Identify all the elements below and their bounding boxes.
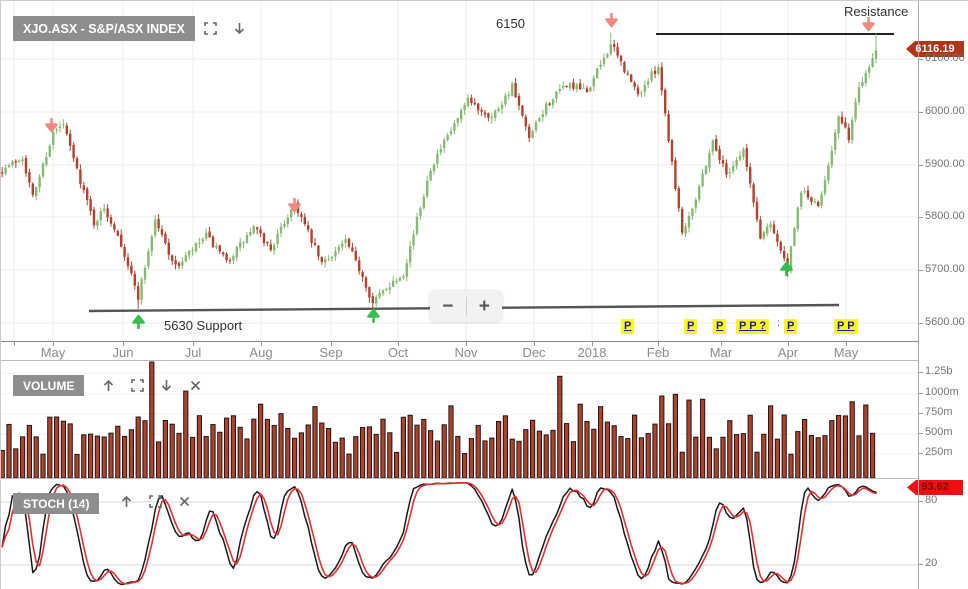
month-tick	[721, 342, 722, 346]
support-label: 5630 Support	[164, 318, 243, 333]
month-tick	[123, 342, 124, 346]
month-tick	[53, 342, 54, 346]
price-axis-label: 6100.00	[919, 52, 965, 64]
volume-plot[interactable]	[1, 361, 918, 478]
month-label: May	[833, 345, 859, 360]
arrow-up-icon[interactable]	[101, 378, 116, 393]
sell-signal-arrow-icon	[44, 118, 59, 133]
stoch-axis-label: 80	[918, 494, 938, 506]
resistance-label: Resistance	[844, 4, 909, 19]
price-axis-label: 5700.00	[919, 263, 965, 275]
sell-signal-arrow-icon	[861, 17, 876, 32]
month-label: 2018	[577, 345, 607, 360]
fullscreen-icon[interactable]	[130, 378, 145, 393]
marker-separator: :	[777, 318, 780, 329]
stoch-value-badge: 93.62	[907, 480, 963, 495]
volume-title-text: VOLUME	[23, 378, 75, 393]
price-axis-border	[918, 1, 919, 589]
month-label: Nov	[454, 345, 478, 360]
volume-axis-label: 750m	[919, 406, 953, 418]
month-tick	[658, 342, 659, 346]
month-label: Aug	[249, 345, 273, 360]
buy-signal-arrow-icon	[779, 261, 794, 276]
stochastic-plot[interactable]	[1, 479, 918, 589]
close-icon[interactable]	[177, 494, 192, 509]
sell-signal-arrow-icon	[604, 13, 619, 28]
stoch-title-text: STOCH (14)	[23, 496, 90, 511]
arrow-down-icon[interactable]	[232, 21, 247, 36]
price-axis-label: 5600.00	[919, 316, 965, 328]
arrow-up-icon[interactable]	[119, 494, 134, 509]
month-tick	[261, 342, 262, 346]
month-label: Jun	[112, 345, 134, 360]
last-price-badge: 6116.19	[906, 41, 964, 57]
month-label: Oct	[387, 345, 409, 360]
month-tick	[466, 342, 467, 346]
month-label: Mar	[709, 345, 733, 360]
month-label: Feb	[646, 345, 670, 360]
price-axis-label: 5900.00	[919, 158, 965, 170]
arrow-down-icon[interactable]	[159, 378, 174, 393]
month-tick	[331, 342, 332, 346]
volume-panel[interactable]	[1, 360, 918, 478]
candlestick-plot[interactable]	[1, 1, 918, 341]
month-label: Sep	[319, 345, 343, 360]
volume-axis-label: 1.25b	[919, 365, 953, 377]
p-event-marker[interactable]: P P	[834, 319, 858, 334]
month-tick	[14, 342, 15, 346]
p-event-marker[interactable]: P P ?	[736, 319, 770, 334]
sell-signal-arrow-icon	[287, 198, 302, 213]
price-axis-label: 5800.00	[919, 210, 965, 222]
volume-axis-label: 500m	[919, 426, 953, 438]
stochastic-panel[interactable]	[1, 478, 918, 589]
fullscreen-icon[interactable]	[203, 21, 218, 36]
month-tick	[398, 342, 399, 346]
buy-signal-arrow-icon	[366, 308, 381, 323]
time-axis[interactable]: May Jun Jul Aug Sep Oct Nov Dec 2018 Feb Mar Apr May	[1, 342, 918, 360]
zoom-controls: − +	[430, 291, 502, 322]
month-label: Apr	[777, 345, 799, 360]
month-tick	[534, 342, 535, 346]
volume-axis-label: 1000m	[919, 386, 959, 398]
month-tick	[846, 342, 847, 346]
stoch-axis-label: 20	[918, 557, 938, 569]
p-event-marker[interactable]: P	[621, 319, 635, 334]
month-label: May	[40, 345, 66, 360]
p-event-marker[interactable]: P	[784, 319, 798, 334]
zoom-divider	[465, 297, 467, 316]
symbol-title-badge: XJO.ASX - S&P/ASX INDEX	[13, 16, 195, 41]
stoch-title-badge: STOCH (14)	[13, 493, 100, 514]
buy-signal-arrow-icon	[131, 314, 146, 329]
resistance-level-label: 6150	[496, 16, 525, 31]
volume-axis-label: 250m	[919, 446, 953, 458]
month-tick	[193, 342, 194, 346]
p-event-marker[interactable]: P	[713, 319, 727, 334]
close-icon[interactable]	[188, 378, 203, 393]
month-tick	[592, 342, 593, 346]
month-label: Jul	[184, 345, 202, 360]
month-tick	[788, 342, 789, 346]
price-axis-label: 6000.00	[919, 105, 965, 117]
fullscreen-icon[interactable]	[148, 494, 163, 509]
zoom-in-button[interactable]: +	[478, 296, 490, 317]
symbol-title-text: XJO.ASX - S&P/ASX INDEX	[23, 21, 185, 36]
zoom-out-button[interactable]: −	[442, 296, 454, 317]
p-event-marker[interactable]: P	[684, 319, 698, 334]
volume-title-badge: VOLUME	[13, 375, 85, 396]
month-label: Dec	[522, 345, 546, 360]
